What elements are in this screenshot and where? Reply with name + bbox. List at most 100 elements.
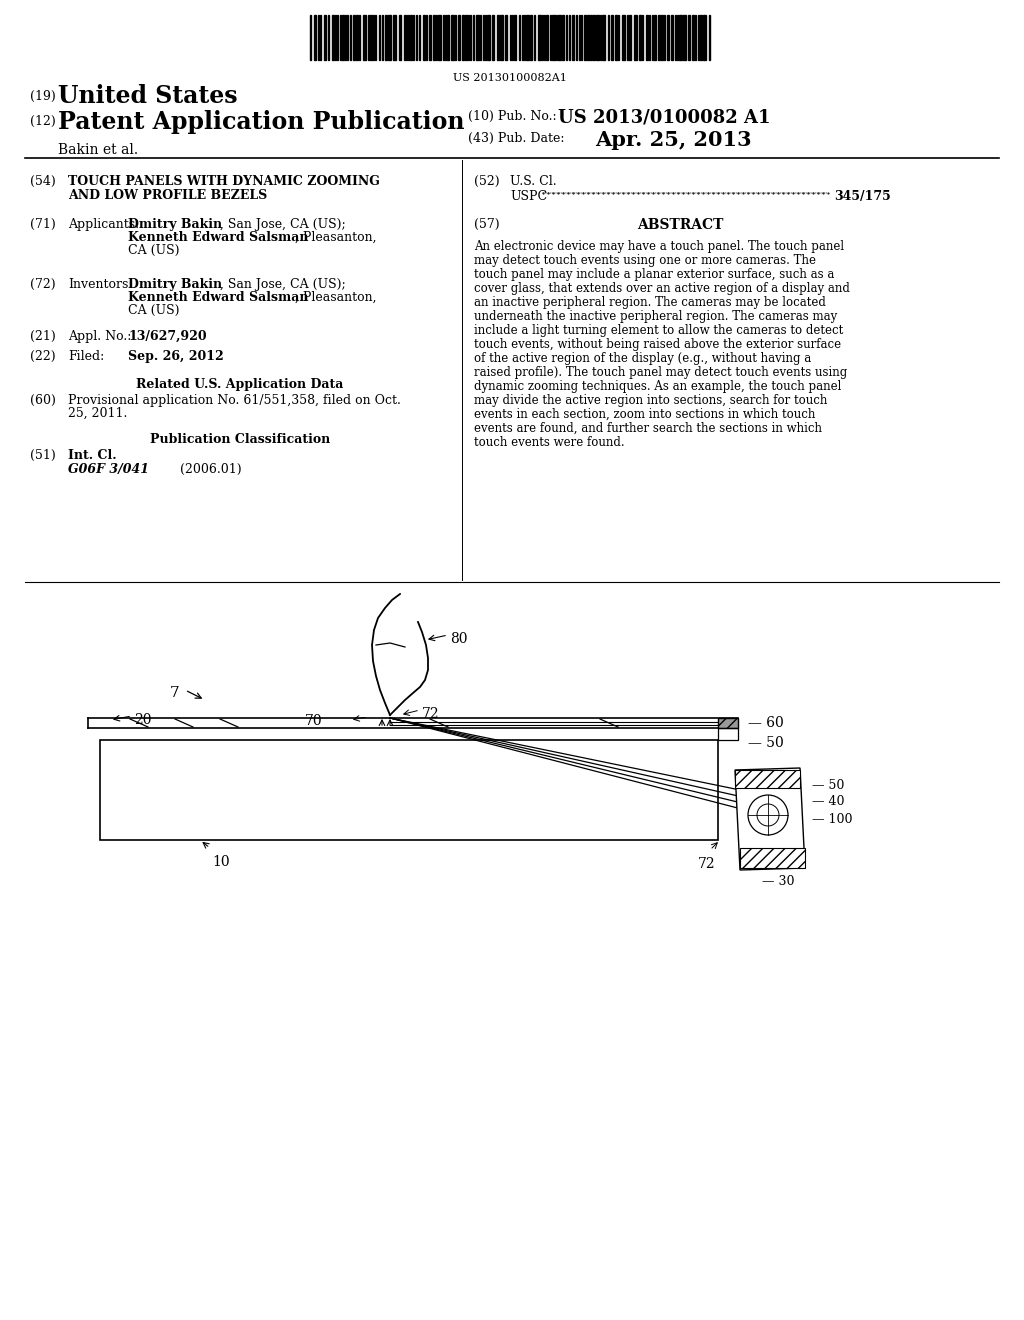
Bar xyxy=(100,741,718,840)
Bar xyxy=(526,15,529,59)
Bar xyxy=(514,15,516,59)
Text: — 60: — 60 xyxy=(748,715,783,730)
Text: (19): (19) xyxy=(30,90,55,103)
Polygon shape xyxy=(718,718,738,729)
Text: CA (US): CA (US) xyxy=(128,244,179,257)
Bar xyxy=(572,15,574,59)
Text: (21): (21) xyxy=(30,330,55,343)
Bar xyxy=(399,15,401,59)
Bar xyxy=(356,15,358,59)
Text: Apr. 25, 2013: Apr. 25, 2013 xyxy=(595,129,752,150)
Text: (22): (22) xyxy=(30,350,55,363)
Text: TOUCH PANELS WITH DYNAMIC ZOOMING: TOUCH PANELS WITH DYNAMIC ZOOMING xyxy=(68,176,380,187)
Bar xyxy=(505,15,507,59)
Text: , Pleasanton,: , Pleasanton, xyxy=(295,290,377,304)
Bar xyxy=(423,15,425,59)
Polygon shape xyxy=(735,768,805,870)
Text: dynamic zooming techniques. As an example, the touch panel: dynamic zooming techniques. As an exampl… xyxy=(474,380,842,393)
Bar xyxy=(546,15,548,59)
Bar xyxy=(654,15,656,59)
Bar xyxy=(692,15,694,59)
Text: Sep. 26, 2012: Sep. 26, 2012 xyxy=(128,350,224,363)
Bar xyxy=(683,15,686,59)
Text: — 100: — 100 xyxy=(812,813,853,826)
Text: may divide the active region into sections, search for touch: may divide the active region into sectio… xyxy=(474,393,827,407)
Bar xyxy=(462,15,464,59)
Text: 20: 20 xyxy=(134,713,152,727)
Bar xyxy=(629,15,631,59)
Text: 72: 72 xyxy=(698,857,716,871)
Text: Appl. No.:: Appl. No.: xyxy=(68,330,131,343)
Text: Inventors:: Inventors: xyxy=(68,279,132,290)
Bar xyxy=(476,15,479,59)
Text: Dmitry Bakin: Dmitry Bakin xyxy=(128,218,222,231)
Text: (2006.01): (2006.01) xyxy=(180,463,242,477)
Bar xyxy=(393,15,396,59)
Bar xyxy=(558,15,561,59)
Text: 13/627,920: 13/627,920 xyxy=(128,330,207,343)
Text: (10) Pub. No.:: (10) Pub. No.: xyxy=(468,110,557,123)
Text: ABSTRACT: ABSTRACT xyxy=(637,218,723,232)
Bar xyxy=(611,15,613,59)
Bar xyxy=(497,15,499,59)
Bar xyxy=(429,15,431,59)
Text: (51): (51) xyxy=(30,449,55,462)
Text: (72): (72) xyxy=(30,279,55,290)
Bar xyxy=(667,15,669,59)
Bar xyxy=(465,15,467,59)
Text: 25, 2011.: 25, 2011. xyxy=(68,407,127,420)
Bar xyxy=(700,15,702,59)
Text: Provisional application No. 61/551,358, filed on Oct.: Provisional application No. 61/551,358, … xyxy=(68,393,400,407)
Text: (52): (52) xyxy=(474,176,500,187)
Bar xyxy=(634,15,637,59)
Text: cover glass, that extends over an active region of a display and: cover glass, that extends over an active… xyxy=(474,282,850,294)
Text: AND LOW PROFILE BEZELS: AND LOW PROFILE BEZELS xyxy=(68,189,267,202)
Bar xyxy=(451,15,454,59)
Text: USPC: USPC xyxy=(510,190,547,203)
Text: US 2013/0100082 A1: US 2013/0100082 A1 xyxy=(558,108,770,125)
Text: Filed:: Filed: xyxy=(68,350,104,363)
Text: — 50: — 50 xyxy=(812,779,845,792)
Bar xyxy=(370,15,372,59)
Text: United States: United States xyxy=(58,84,238,108)
Bar xyxy=(433,15,435,59)
Text: include a light turning element to allow the cameras to detect: include a light turning element to allow… xyxy=(474,323,843,337)
Polygon shape xyxy=(740,847,805,869)
Text: underneath the inactive peripheral region. The cameras may: underneath the inactive peripheral regio… xyxy=(474,310,838,323)
Text: 7: 7 xyxy=(170,686,179,700)
Text: (57): (57) xyxy=(474,218,500,231)
Text: CA (US): CA (US) xyxy=(128,304,179,317)
Bar xyxy=(658,15,660,59)
Bar xyxy=(671,15,673,59)
Bar xyxy=(332,15,334,59)
Text: 345/175: 345/175 xyxy=(834,190,891,203)
Text: — 30: — 30 xyxy=(762,875,795,888)
Bar xyxy=(622,15,625,59)
Text: raised profile). The touch panel may detect touch events using: raised profile). The touch panel may det… xyxy=(474,366,847,379)
Bar xyxy=(590,15,592,59)
Text: Publication Classification: Publication Classification xyxy=(150,433,330,446)
Text: touch panel may include a planar exterior surface, such as a: touch panel may include a planar exterio… xyxy=(474,268,835,281)
Bar xyxy=(385,15,387,59)
Text: 70: 70 xyxy=(305,714,323,729)
Text: Int. Cl.: Int. Cl. xyxy=(68,449,117,462)
Text: Dmitry Bakin: Dmitry Bakin xyxy=(128,279,222,290)
Bar xyxy=(362,15,366,59)
Bar xyxy=(492,15,494,59)
Text: — 40: — 40 xyxy=(812,795,845,808)
Text: 10: 10 xyxy=(212,855,229,869)
Text: (12): (12) xyxy=(30,115,55,128)
Text: G06F 3/041: G06F 3/041 xyxy=(68,463,150,477)
Text: U.S. Cl.: U.S. Cl. xyxy=(510,176,557,187)
Text: , San Jose, CA (US);: , San Jose, CA (US); xyxy=(220,279,346,290)
Text: touch events, without being raised above the exterior surface: touch events, without being raised above… xyxy=(474,338,841,351)
Text: 72: 72 xyxy=(422,708,439,721)
Text: touch events were found.: touch events were found. xyxy=(474,436,625,449)
Bar xyxy=(584,15,586,59)
Text: Applicants:: Applicants: xyxy=(68,218,139,231)
Bar xyxy=(587,15,589,59)
Text: An electronic device may have a touch panel. The touch panel: An electronic device may have a touch pa… xyxy=(474,240,844,253)
Text: events in each section, zoom into sections in which touch: events in each section, zoom into sectio… xyxy=(474,408,815,421)
Bar xyxy=(662,15,663,59)
Bar xyxy=(562,15,564,59)
